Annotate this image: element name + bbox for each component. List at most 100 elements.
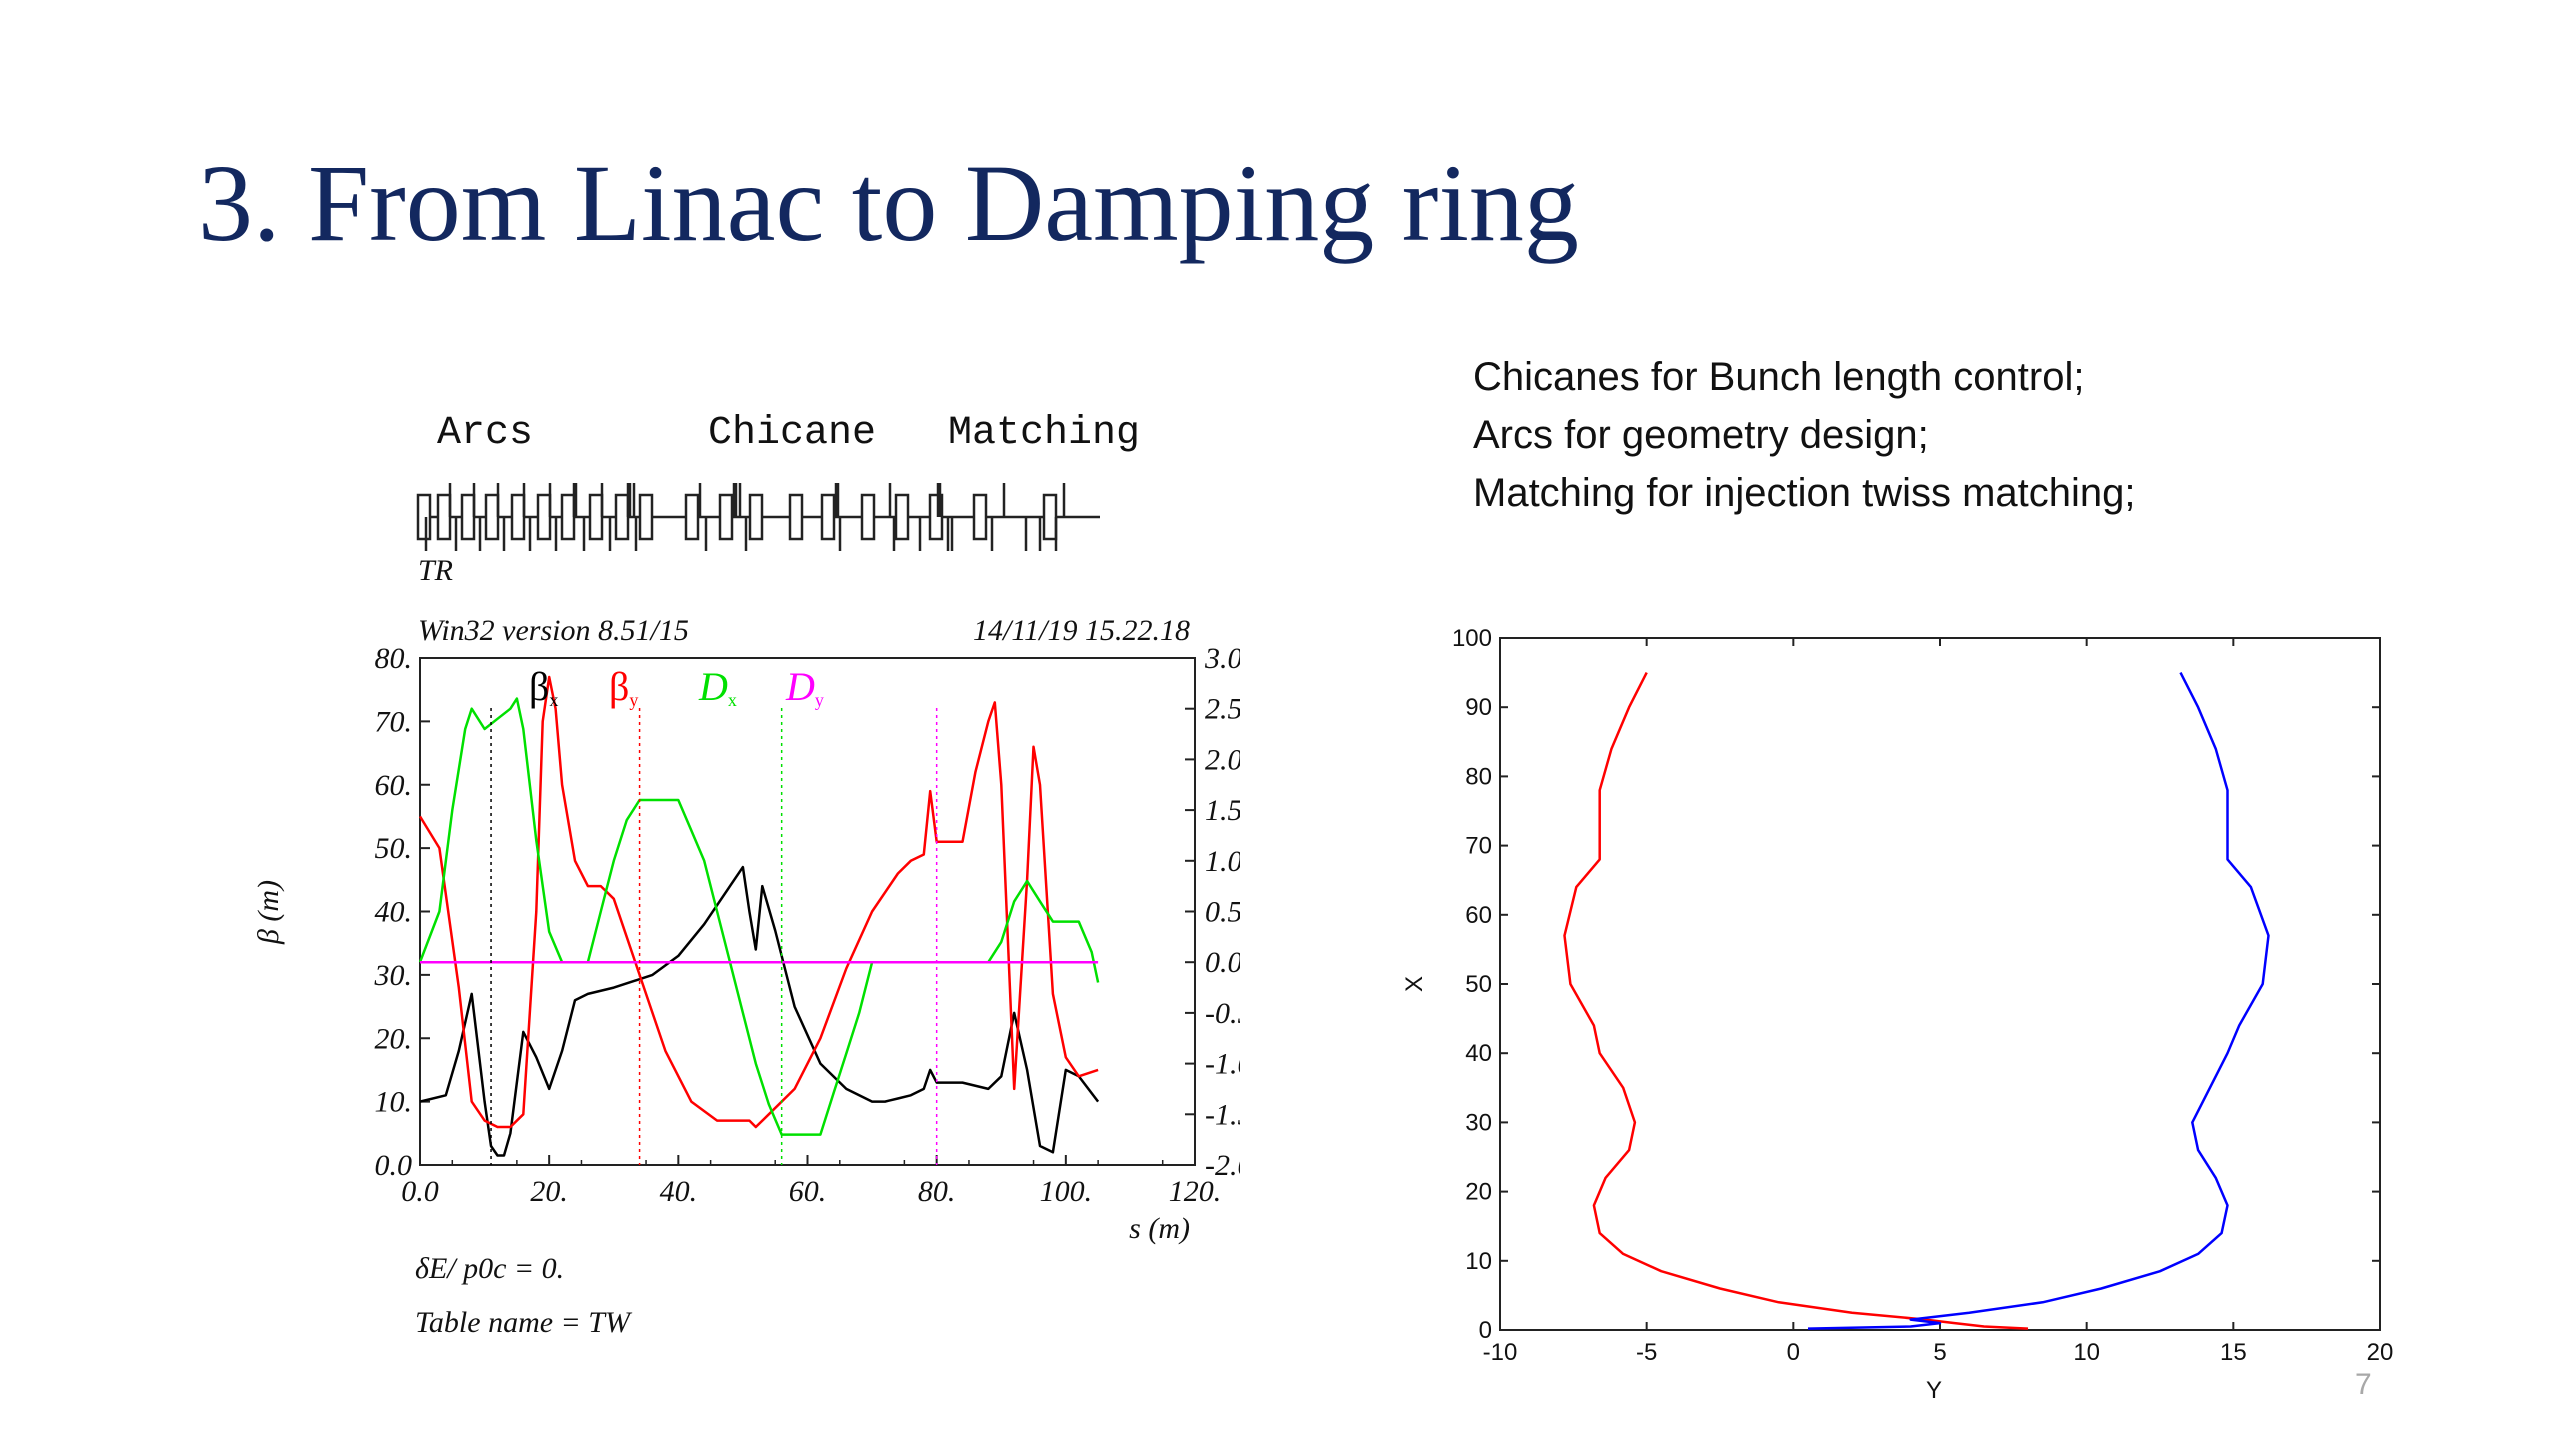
y-tick-label: 60.	[375, 769, 413, 802]
lattice-dipole	[416, 493, 432, 541]
x-tick-label: 10	[2073, 1339, 2100, 1366]
y-tick-label: 0	[1479, 1317, 1492, 1344]
lattice-dipole	[972, 493, 988, 541]
lattice-dipole	[614, 493, 630, 541]
y2-tick-label: -1.0	[1205, 1048, 1240, 1081]
twiss-series	[418, 675, 1100, 1157]
y2-tick-label: -2.0	[1205, 1149, 1240, 1182]
y-tick-label: 50	[1465, 971, 1492, 998]
plot-header-left: Win32 version 8.51/15	[418, 614, 689, 647]
bullet-item: Arcs for geometry design;	[1473, 413, 1929, 457]
lattice-diagram: Arcs Chicane Matching TR	[416, 411, 1140, 587]
legend-label-Dy: Dy	[785, 664, 824, 710]
y-tick-label: 70.	[375, 705, 413, 738]
slide-title: 3. From Linac to Damping ring	[198, 142, 1579, 264]
x-tick-label: 0.0	[401, 1175, 439, 1208]
x-tick-label: 120.	[1169, 1175, 1222, 1208]
twiss-axis-ticks: 0.0 20. 40. 60. 80. 100. 120. 0.0 10. 20. 30. 40. 50…	[374, 642, 1241, 1208]
y2-tick-label: 1.5	[1205, 794, 1240, 827]
lattice-label-matching: Matching	[948, 411, 1140, 456]
x-axis-label: s (m)	[1129, 1212, 1190, 1245]
trajectory-series-2	[1807, 672, 2270, 1330]
lattice-dipole	[436, 493, 452, 541]
lattice-dipole	[1042, 493, 1058, 541]
y2-tick-label: 0.5	[1205, 896, 1240, 929]
lattice-dipole	[820, 493, 836, 541]
y-tick-label: 60	[1465, 902, 1492, 929]
y-tick-label: 50.	[375, 832, 413, 865]
twiss-plot: Win32 version 8.51/15 14/11/19 15.22.18 …	[252, 614, 1241, 1339]
y-tick-label: 80	[1465, 763, 1492, 790]
y2-tick-label: 2.0	[1205, 743, 1240, 776]
lattice-dipole	[718, 493, 734, 541]
lattice-dipole	[638, 493, 654, 541]
y2-tick-label: 2.5	[1205, 693, 1240, 726]
y2-tick-label: -1.5	[1205, 1098, 1240, 1131]
y-axis-label: β (m)	[252, 880, 285, 945]
lattice-dipole	[588, 493, 604, 541]
y-tick-label: 0.0	[375, 1149, 413, 1182]
lattice-dipole	[484, 493, 500, 541]
lattice-dipole	[748, 493, 764, 541]
page-number: 7	[2355, 1368, 2372, 1401]
legend-label-βy: βy	[609, 664, 638, 710]
x-tick-label: 15	[2220, 1339, 2247, 1366]
y-tick-label: 90	[1465, 694, 1492, 721]
series-βx	[419, 865, 1100, 1157]
lattice-elements	[416, 483, 1100, 551]
x-tick-label: 60.	[789, 1175, 827, 1208]
y2-tick-label: 1.0	[1205, 845, 1240, 878]
lattice-dipole	[510, 493, 526, 541]
series-Dx	[418, 697, 1100, 1136]
y-tick-label: 10.	[375, 1086, 413, 1119]
plot-header-right: 14/11/19 15.22.18	[973, 614, 1190, 647]
x-tick-label: 5	[1933, 1339, 1946, 1366]
lattice-start-label: TR	[418, 554, 453, 587]
y-tick-label: 40	[1465, 1040, 1492, 1067]
lattice-label-arcs: Arcs	[437, 411, 533, 456]
x-tick-label: 80.	[918, 1175, 956, 1208]
bullet-item: Chicanes for Bunch length control;	[1473, 355, 2085, 399]
series-βy	[418, 675, 1099, 1129]
lattice-dipole	[860, 493, 876, 541]
x-tick-label: 100.	[1040, 1175, 1093, 1208]
y-tick-label: 30	[1465, 1109, 1492, 1136]
y-tick-label: 40.	[375, 896, 413, 929]
trajectory-axis-ticks: -10 -5 0 5 10 15 20 0 10 20 30 40 50 60 70 80 90 100	[1452, 625, 2393, 1366]
lattice-label-chicane: Chicane	[708, 411, 876, 456]
trajectory-plot: -10 -5 0 5 10 15 20 0 10 20 30 40 50 60 70 80 90 100 Y X	[1401, 625, 2393, 1404]
x-axis-label: Y	[1926, 1377, 1942, 1404]
y-tick-label: 20.	[375, 1022, 413, 1055]
y2-tick-label: 0.0	[1205, 946, 1240, 979]
bullet-list: Chicanes for Bunch length control; Arcs …	[1473, 348, 2136, 522]
y-tick-label: 10	[1465, 1248, 1492, 1275]
y2-tick-label: 3.0	[1204, 642, 1240, 675]
y-tick-label: 100	[1452, 625, 1492, 652]
plot-frame	[1499, 637, 2381, 1331]
legend-label-Dx: Dx	[698, 664, 737, 710]
y-tick-label: 30.	[374, 959, 413, 992]
y-axis-label: X	[1401, 976, 1428, 992]
y-tick-label: 70	[1465, 833, 1492, 860]
y2-tick-label: -0.5	[1205, 997, 1240, 1030]
lattice-dipole	[536, 493, 552, 541]
lattice-dipole	[460, 493, 476, 541]
x-tick-label: -5	[1636, 1339, 1657, 1366]
x-tick-label: 20.	[530, 1175, 568, 1208]
x-tick-label: 20	[2367, 1339, 2394, 1366]
trajectory-series	[1563, 672, 2270, 1330]
y-tick-label: 80.	[375, 642, 413, 675]
y-tick-label: 20	[1465, 1179, 1492, 1206]
x-tick-label: 0	[1787, 1339, 1800, 1366]
legend-label-βx: βx	[529, 664, 558, 710]
lattice-dipole	[560, 493, 576, 541]
plot-footer-table: Table name = TW	[415, 1306, 633, 1339]
trajectory-series-1	[1563, 672, 2029, 1330]
x-tick-label: 40.	[660, 1175, 698, 1208]
x-tick-label: -10	[1483, 1339, 1518, 1366]
lattice-dipole	[894, 493, 910, 541]
plot-footer-energy: δE/ p0c = 0.	[415, 1252, 564, 1285]
twiss-legend: βx βy Dx Dy	[490, 664, 938, 1165]
lattice-dipole	[684, 493, 700, 541]
